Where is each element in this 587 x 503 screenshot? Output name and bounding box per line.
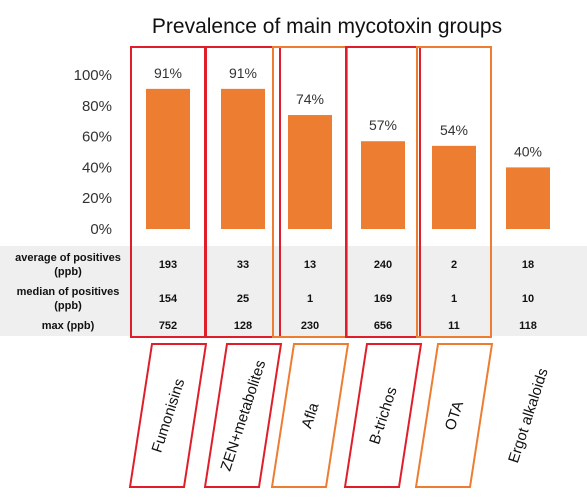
category-label: ZEN+metabolites: [218, 358, 270, 473]
table-cell: 13: [304, 259, 316, 271]
table-cell: 33: [237, 259, 249, 271]
data-label: 40%: [514, 143, 542, 159]
table-cell: 1: [451, 293, 457, 305]
category-label: B-trichos: [366, 385, 400, 447]
table-row-label: average of positives: [15, 252, 121, 264]
data-label: 54%: [440, 122, 468, 138]
bar: [432, 145, 476, 229]
category-label-frame: [414, 343, 494, 488]
category-label: Fumonisins: [149, 377, 189, 455]
column-highlight-box: [205, 46, 281, 338]
y-tick-label: 0%: [90, 221, 112, 238]
table-row-label: median of positives: [17, 286, 120, 298]
chart-title: Prevalence of main mycotoxin groups: [152, 15, 502, 38]
data-label: 74%: [296, 91, 324, 107]
y-tick-label: 100%: [74, 67, 112, 84]
table-cell: 169: [374, 293, 392, 305]
table-cell: 752: [159, 320, 177, 332]
table-row-label: max (ppb): [42, 320, 95, 332]
bar: [506, 167, 550, 229]
category-label-frame: [203, 343, 283, 488]
y-tick-label: 60%: [82, 129, 112, 146]
table-cell: 11: [448, 320, 460, 332]
table-cell: 18: [522, 259, 534, 271]
table-cell: 25: [237, 293, 249, 305]
category-label: Ergot alkaloids: [505, 366, 552, 465]
table-background: [0, 246, 587, 336]
bar: [146, 88, 190, 229]
table-cell: 230: [301, 320, 319, 332]
bar: [221, 88, 265, 229]
column-highlight-box: [345, 46, 421, 338]
category-label-frame: [128, 343, 208, 488]
category-label-frame: [343, 343, 423, 488]
table-cell: 1: [307, 293, 313, 305]
y-tick-label: 40%: [82, 159, 112, 176]
table-cell: 154: [159, 293, 178, 305]
category-label-frame: [270, 343, 350, 488]
category-label: OTA: [442, 399, 467, 433]
table-cell: 128: [234, 320, 252, 332]
table-cell: 656: [374, 320, 392, 332]
table-cell: 193: [159, 259, 177, 271]
table-row-label: (ppb): [54, 266, 82, 278]
table-cell: 2: [451, 259, 457, 271]
table-row-label: (ppb): [54, 300, 82, 312]
bar: [288, 115, 332, 229]
y-tick-label: 80%: [82, 98, 112, 115]
y-tick-label: 20%: [82, 190, 112, 207]
table-cell: 118: [519, 320, 537, 332]
data-label: 91%: [229, 65, 257, 81]
data-label: 91%: [154, 65, 182, 81]
table-cell: 240: [374, 259, 392, 271]
column-highlight-box: [416, 46, 492, 338]
bar: [361, 141, 405, 229]
category-label: Afla: [298, 400, 322, 430]
data-label: 57%: [369, 117, 397, 133]
table-cell: 10: [522, 293, 534, 305]
